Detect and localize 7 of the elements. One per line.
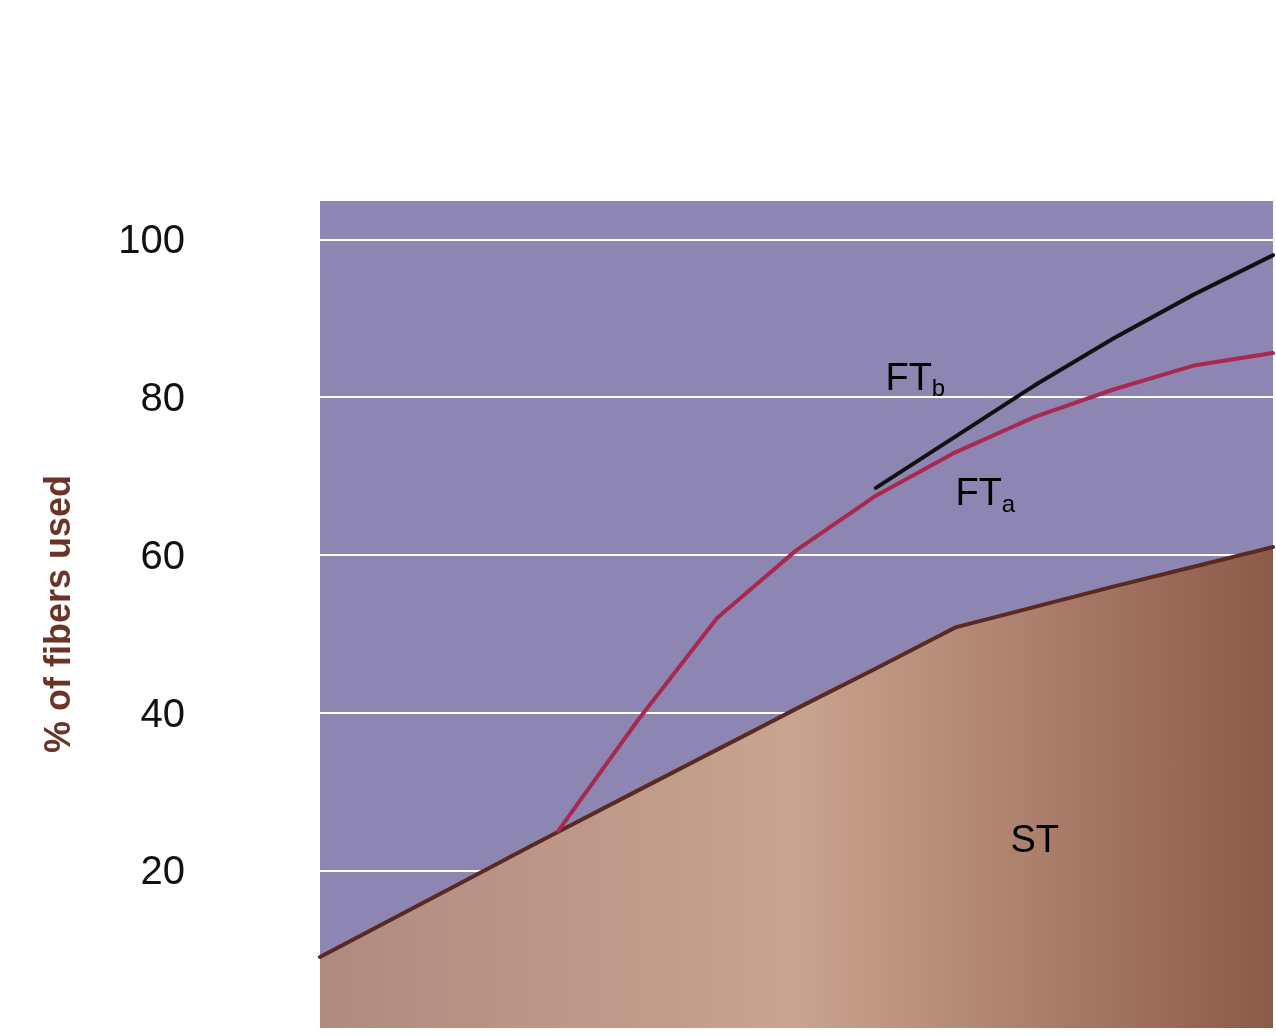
y-axis-title: % of fibers used bbox=[36, 474, 78, 754]
y-tick-label: 20 bbox=[140, 848, 185, 893]
series-label: ST bbox=[1010, 817, 1060, 860]
y-tick-label: 40 bbox=[140, 690, 185, 735]
y-tick-label: 100 bbox=[118, 217, 185, 262]
y-tick-label: 80 bbox=[140, 375, 185, 420]
y-tick-label: 60 bbox=[140, 532, 185, 577]
